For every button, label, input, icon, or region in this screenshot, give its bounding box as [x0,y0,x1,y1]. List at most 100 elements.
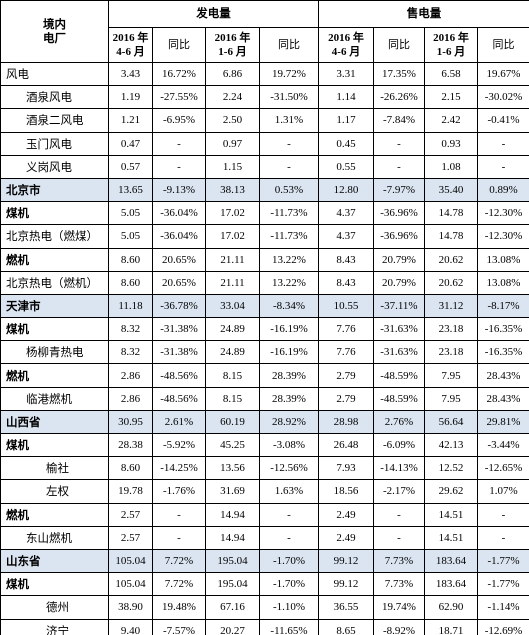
cell-value: 20.65% [152,247,206,272]
cell-value: -48.59% [373,363,425,388]
column-header: 同比 [477,27,529,63]
cell-value: 24.89 [205,317,260,342]
cell-value: 60.19 [205,409,260,435]
row-name: 杨柳青热电 [0,340,109,365]
row-name: 酒泉风电 [0,85,109,110]
cell-value: 28.38 [108,432,153,458]
cell-value: 2.57 [108,525,153,550]
cell-value: -12.30% [477,224,529,249]
cell-value: -16.19% [259,317,319,342]
cell-value: -26.26% [373,85,425,110]
cell-value: 0.47 [108,131,153,156]
cell-value: 19.78 [108,479,153,504]
column-header: 2016 年 1-6 月 [205,27,260,63]
cell-value: 1.07% [477,479,529,504]
cell-value: 29.81% [477,409,529,435]
cell-value: - [152,525,206,550]
cell-value: -48.59% [373,386,425,411]
row-name: 燃机 [0,502,109,527]
column-header: 2016 年 4-6 月 [318,27,374,63]
cell-value: 6.86 [205,61,260,87]
cell-value: -37.11% [373,293,425,319]
column-header: 2016 年 1-6 月 [424,27,478,63]
column-header-text: 同比 [168,39,190,51]
table-row: 北京市 13.65 -9.13% 38.13 0.53% 12.80 -7.97% 35.40… [0,177,529,203]
cell-value: 38.13 [205,177,260,203]
row-name: 煤机 [0,572,109,597]
cell-value: 20.62 [424,247,478,272]
cell-value: 30.95 [108,409,153,435]
table-row: 燃机 2.86 -48.56% 8.15 28.39% 2.79 -48.59% 7.95 28… [0,363,529,388]
table-row: 济宁 9.40 -7.57% 20.27 -11.65% 8.65 -8.92% 18.71-… [0,618,529,635]
table-row: 煤机 28.38 -5.92% 45.25 -3.08% 26.48 -6.09% 42.13… [0,432,529,458]
cell-value: -27.55% [152,85,206,110]
cell-value: 1.19 [108,85,153,110]
cell-value: 2.79 [318,363,374,388]
row-name: 燃机 [0,247,109,272]
cell-value: 7.73% [373,548,425,574]
cell-value: -8.92% [373,618,425,635]
cell-value: -7.57% [152,618,206,635]
cell-value: - [477,502,529,527]
cell-value: 13.65 [108,177,153,203]
column-header-text: 2016 年 [112,32,149,44]
cell-value: -12.30% [477,201,529,226]
cell-value: 4.37 [318,224,374,249]
cell-value: -7.97% [373,177,425,203]
cell-value: 2.49 [318,502,374,527]
row-name: 济宁 [0,618,109,635]
cell-value: 20.62 [424,270,478,295]
cell-value: 8.15 [205,386,260,411]
cell-value: -16.19% [259,340,319,365]
cell-value: -12.69% [477,618,529,635]
cell-value: 18.56 [318,479,374,504]
cell-value: 2.50 [205,108,260,133]
cell-value: -6.09% [373,432,425,458]
cell-value: 20.79% [373,247,425,272]
cell-value: 19.67% [477,61,529,87]
cell-value: 33.04 [205,293,260,319]
cell-value: -11.65% [259,618,319,635]
cell-value: -36.96% [373,201,425,226]
column-header-text: 同比 [278,39,300,51]
column-header-text: 4-6 月 [116,46,145,58]
cell-value: - [477,131,529,156]
cell-value: - [373,154,425,179]
cell-value: 19.74% [373,595,425,620]
cell-value: - [373,525,425,550]
row-name: 义岗风电 [0,154,109,179]
cell-value: 7.72% [152,572,206,597]
cell-value: -1.76% [152,479,206,504]
cell-value: 8.32 [108,340,153,365]
cell-value: 1.31% [259,108,319,133]
cell-value: -14.13% [373,456,425,481]
column-header-text: 同比 [388,39,410,51]
table-row: 山西省 30.95 2.61% 60.19 28.92% 28.98 2.76% 56.64 2… [0,409,529,435]
row-name: 玉门风电 [0,131,109,156]
cell-value: 14.51 [424,525,478,550]
cell-value: 1.21 [108,108,153,133]
cell-value: 8.15 [205,363,260,388]
cell-value: 45.25 [205,432,260,458]
cell-value: 17.02 [205,224,260,249]
cell-value: -11.73% [259,224,319,249]
column-header-text: 1-6 月 [436,46,466,58]
cell-value: -36.78% [152,293,206,319]
cell-value: -48.56% [152,386,206,411]
cell-value: 2.76% [373,409,425,435]
cell-value: 2.86 [108,363,153,388]
cell-value: 8.43 [318,270,374,295]
cell-value: -3.08% [259,432,319,458]
row-name: 左权 [0,479,109,504]
header-row: 2016 年 4-6 月 同比 2016 年 1-6 月 同比 2016 年 4-6 月 同比 2… [1,27,529,63]
column-header: 同比 [259,27,319,63]
table-row: 临港燃机 2.86 -48.56% 8.15 28.39% 2.79 -48.59% 7.95… [0,386,529,411]
cell-value: 8.60 [108,456,153,481]
cell-value: -12.56% [259,456,319,481]
cell-value: -16.35% [477,340,529,365]
row-name: 北京市 [0,177,109,203]
cell-value: 20.65% [152,270,206,295]
table-row: 北京热电（燃煤） 5.05 -36.04% 17.02 -11.73% 4.37 -36.9… [0,224,529,249]
row-name: 北京热电（燃机） [0,270,109,295]
